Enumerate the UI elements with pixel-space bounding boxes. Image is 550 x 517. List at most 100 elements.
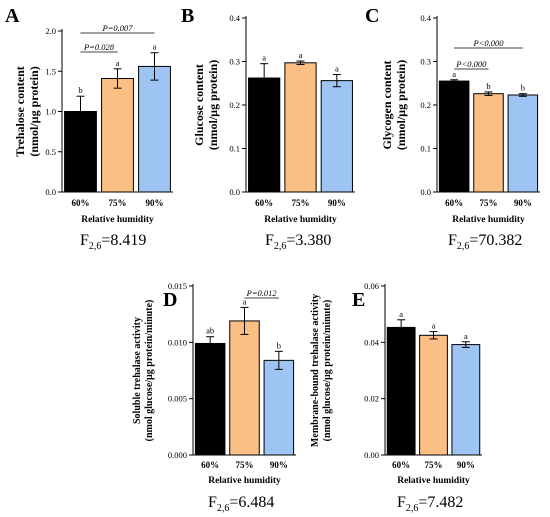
y-axis-title-line2: (nmol/µg protein) (27, 66, 41, 156)
f-statistic-df: 2,6 (457, 241, 470, 252)
f-statistic: F2,6=6.484 (208, 494, 274, 514)
f-statistic-base: F (208, 494, 217, 511)
x-category-label: 75% (425, 460, 443, 470)
x-axis-title: Relative humidity (81, 215, 154, 225)
significance-letter: b (521, 83, 525, 93)
bar-60pct (194, 342, 226, 456)
panel-d: D 0.000 0.005 0.010 0.015 ab 60% a 75% b 90% P=0.01… (132, 281, 296, 514)
y-tick-label: 0.0 (420, 187, 431, 197)
x-axis-title: Relative humidity (208, 476, 281, 486)
f-statistic-value: =3.380 (286, 232, 331, 249)
significance-letter: b (277, 340, 281, 350)
f-statistic-value: =7.482 (418, 494, 463, 511)
y-axis-title: Glucose content(nmol/µg protein) (192, 60, 220, 150)
panel-b: B 0.0 0.1 0.2 0.3 0.4 a 60% a 75% a 90% Relative hum… (181, 5, 355, 252)
x-category-label: 90% (457, 460, 475, 470)
panel-a: A 0.0 0.5 1.0 1.5 2.0 b 60% a 75% a 90% P=0.028 P=0.0… (5, 5, 173, 252)
y-tick-label: 0.2 (420, 100, 431, 110)
y-axis-title: Trehalose content(nmol/µg protein) (13, 66, 41, 157)
bar-90pct (320, 80, 353, 193)
panel-letter: B (181, 5, 194, 27)
y-tick-label: 0.00 (364, 450, 379, 460)
y-tick-label: 0.2 (229, 100, 240, 110)
comparison-p-value: P<0.000 (472, 38, 504, 48)
f-statistic-value: =6.484 (229, 494, 274, 511)
bar-60pct (386, 326, 416, 456)
y-axis-title-line2: (nmol glucose/µg protein/minute) (144, 300, 155, 442)
y-tick-label: 0.4 (420, 13, 431, 23)
bar-60pct (438, 80, 470, 193)
f-statistic: F2,6=3.380 (265, 232, 331, 252)
x-category-label: 90% (514, 198, 532, 208)
y-tick-label: 0.04 (364, 337, 380, 347)
bar-75pct (229, 320, 260, 456)
y-tick-label: 0.015 (168, 281, 187, 291)
f-statistic: F2,6=70.382 (448, 232, 522, 252)
f-statistic-base: F (397, 494, 406, 511)
x-axis-title: Relative humidity (452, 215, 525, 225)
y-tick-label: 0.005 (168, 394, 187, 404)
significance-letter: a (335, 64, 339, 74)
comparison-p-value: P=0.028 (83, 42, 115, 52)
f-statistic-df: 2,6 (217, 503, 230, 514)
x-category-label: 90% (146, 198, 164, 208)
y-axis-title: Membrane-bound trehalase activity(nmol g… (310, 294, 333, 447)
significance-letter: b (486, 81, 490, 91)
f-statistic: F2,6=8.419 (80, 232, 146, 252)
f-statistic-value: =8.419 (101, 232, 146, 249)
f-statistic-value: =70.382 (469, 232, 522, 249)
y-tick-label: 0.02 (364, 394, 379, 404)
significance-letter: a (432, 321, 436, 331)
x-category-label: 75% (292, 198, 310, 208)
y-axis-title-line1: Soluble trehalase activity (132, 317, 143, 424)
y-axis-title-line1: Trehalose content (13, 66, 27, 157)
x-category-label: 60% (255, 198, 273, 208)
significance-letter: a (452, 69, 456, 79)
y-axis-title-line2: (nmol/µg protein) (206, 60, 220, 150)
significance-letter: a (399, 309, 403, 319)
panel-letter: D (163, 289, 177, 311)
panel-e: E 0.00 0.02 0.04 0.06 a 60% a 75% a 90% Relative hu… (310, 281, 482, 514)
y-tick-label: 0.0 (45, 187, 56, 197)
comparison-p-value: P=0.012 (246, 288, 278, 298)
panel-letter: A (5, 5, 20, 27)
x-category-label: 60% (445, 198, 463, 208)
bar-60pct (248, 77, 281, 193)
y-tick-label: 0.3 (229, 57, 240, 67)
f-statistic-df: 2,6 (274, 241, 287, 252)
y-tick-label: 0.06 (364, 281, 379, 291)
y-axis-title: Soluble trehalase activity(nmol glucose/… (132, 300, 155, 442)
significance-letter: b (78, 85, 82, 95)
f-statistic-base: F (448, 232, 457, 249)
bar-75pct (284, 62, 317, 193)
panel-c: C 0.0 0.1 0.2 0.3 0.4 a 60% b 75% b 90% P<0.000 P<0.0… (365, 5, 540, 252)
comparison-p-value: P<0.000 (455, 59, 487, 69)
significance-letter: a (116, 58, 120, 68)
panel-letter: C (365, 5, 379, 27)
y-tick-label: 0.3 (420, 57, 431, 67)
significance-letter: a (299, 50, 303, 60)
x-axis-title: Relative humidity (397, 476, 470, 486)
y-tick-label: 1.5 (45, 66, 56, 76)
y-tick-label: 0.4 (229, 13, 240, 23)
y-tick-label: 0.000 (168, 450, 187, 460)
bar-75pct (473, 93, 504, 193)
y-axis-title-line2: (nmol/µg protein) (394, 60, 408, 150)
y-tick-label: 0.1 (420, 144, 431, 154)
bar-90pct (138, 65, 171, 193)
x-category-label: 90% (328, 198, 346, 208)
significance-letter: a (153, 42, 157, 52)
significance-letter: a (262, 53, 266, 63)
x-category-label: 75% (236, 460, 254, 470)
x-category-label: 90% (270, 460, 288, 470)
y-tick-label: 0.010 (168, 337, 187, 347)
x-category-label: 60% (201, 460, 219, 470)
x-category-label: 60% (392, 460, 410, 470)
y-tick-label: 0.5 (45, 147, 56, 157)
y-tick-label: 0.1 (229, 144, 240, 154)
panel-letter: E (352, 289, 365, 311)
f-statistic-df: 2,6 (406, 503, 419, 514)
y-tick-label: 1.0 (45, 107, 56, 117)
y-axis-title: Glycogen content(nmol/µg protein) (380, 60, 408, 150)
